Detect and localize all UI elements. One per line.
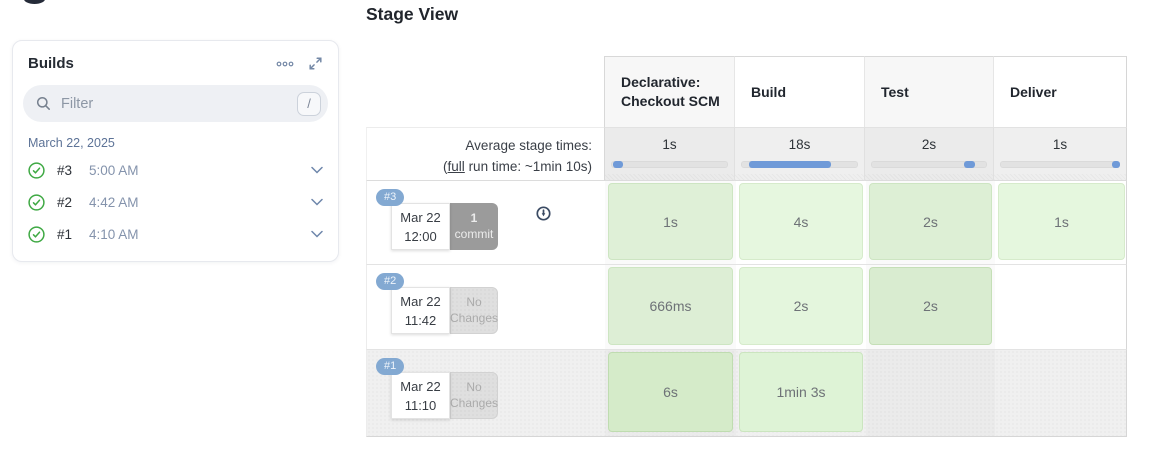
stage-cell[interactable]: 2s (869, 183, 992, 260)
average-stage-times-label: Average stage times: (full run time: ~1m… (366, 127, 604, 181)
run-date-card[interactable]: Mar 22 11:10 (391, 372, 450, 419)
stage-cell[interactable]: 6s (608, 352, 733, 432)
keyboard-shortcut-badge: / (297, 91, 321, 116)
run-date-card[interactable]: Mar 22 11:42 (391, 287, 450, 334)
stage-cell[interactable]: 666ms (608, 267, 733, 345)
stage-timeline-bar (741, 161, 858, 168)
stage-column-header: Declarative: Checkout SCM (604, 56, 735, 127)
build-list-item-1[interactable]: #1 4:10 AM (13, 218, 338, 250)
stage-column-header: Deliver (994, 56, 1127, 127)
stage-timeline-fill (963, 161, 976, 168)
overflow-menu-button[interactable] (276, 61, 294, 67)
stage-timeline-bar (871, 161, 987, 168)
run-number-badge[interactable]: #3 (376, 189, 405, 206)
stage-timeline-fill (749, 161, 832, 168)
stage-cell[interactable]: 4s (739, 183, 863, 260)
page-title: Stage View (366, 4, 459, 24)
build-time: 4:42 AM (89, 194, 139, 210)
expand-panel-button[interactable] (308, 56, 323, 71)
success-status-icon (28, 193, 45, 211)
stage-cell[interactable]: 2s (869, 267, 992, 345)
average-stage-time-cell: 1s (994, 127, 1127, 181)
stage-timeline-bar (1000, 161, 1120, 168)
run-number-badge[interactable]: #2 (376, 273, 405, 290)
build-number: #2 (57, 194, 73, 210)
filter-input[interactable]: Filter / (23, 85, 328, 122)
build-list-item-3[interactable]: #3 5:00 AM (13, 154, 338, 186)
run-row-3: #3 Mar 22 12:00 1 commit 1s 4s 2s 1s (366, 181, 1127, 265)
run-changes-box: No Changes (450, 372, 498, 419)
builds-panel-header: Builds (13, 41, 338, 72)
build-time: 5:00 AM (89, 162, 139, 178)
search-icon (36, 96, 50, 110)
run-row-1: #1 Mar 22 11:10 No Changes 6s 1min 3s (366, 350, 1127, 437)
success-status-icon (28, 161, 45, 179)
run-changes-box[interactable]: 1 commit (450, 203, 498, 250)
success-status-icon (28, 225, 45, 243)
build-date-group: March 22, 2025 (28, 136, 115, 150)
run-changes-box: No Changes (450, 287, 498, 334)
build-number: #3 (57, 162, 73, 178)
stage-cell[interactable]: 1min 3s (739, 352, 863, 432)
full-run-time-link[interactable]: full (447, 158, 465, 174)
average-stage-time-cell: 2s (865, 127, 994, 181)
run-row-2: #2 Mar 22 11:42 No Changes 666ms 2s 2s (366, 265, 1127, 350)
stage-cell[interactable]: 1s (608, 183, 733, 260)
stage-timeline-fill (613, 161, 623, 168)
changes-button[interactable] (536, 206, 551, 226)
run-number-badge[interactable]: #1 (376, 358, 405, 375)
stage-timeline-bar (611, 161, 728, 168)
expand-icon (309, 57, 322, 70)
stage-view-table: Declarative: Checkout SCM Build Test Del… (366, 56, 1127, 437)
run-date-card[interactable]: Mar 22 12:00 (391, 203, 450, 250)
average-stage-time-cell: 1s (604, 127, 735, 181)
clipped-logo (24, 0, 45, 4)
filter-placeholder: Filter (61, 95, 94, 112)
average-stage-time-cell: 18s (735, 127, 865, 181)
chevron-down-icon[interactable] (311, 198, 323, 206)
stage-cell[interactable]: 2s (739, 267, 863, 345)
stage-column-header: Build (735, 56, 865, 127)
chevron-down-icon[interactable] (311, 230, 323, 238)
builds-panel: Builds Filter / March 22, 2025 (12, 40, 339, 262)
ellipsis-icon (276, 61, 294, 66)
chevron-down-icon[interactable] (311, 166, 323, 174)
stage-cell[interactable]: 1s (998, 183, 1125, 260)
build-time: 4:10 AM (89, 226, 139, 242)
stage-timeline-fill (1111, 161, 1120, 168)
build-list-item-2[interactable]: #2 4:42 AM (13, 186, 338, 218)
builds-panel-title: Builds (28, 55, 74, 72)
stage-column-header: Test (865, 56, 994, 127)
changes-clock-icon (536, 206, 551, 221)
build-number: #1 (57, 226, 73, 242)
